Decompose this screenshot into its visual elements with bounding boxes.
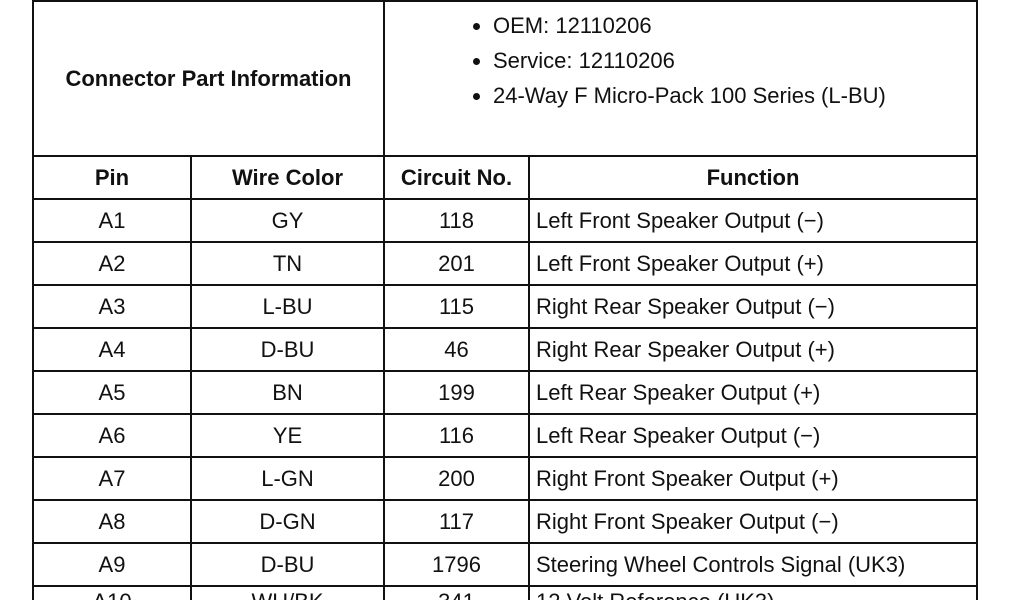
table-cell: 116: [438, 422, 475, 448]
table-cell-cell: YE: [190, 413, 385, 458]
table-cell: A10: [92, 589, 131, 600]
table-cell-cell: 116: [383, 413, 530, 458]
table-cell: D-GN: [259, 508, 316, 534]
table-cell: A1: [98, 207, 126, 233]
table-cell-cell: WH/BK: [190, 585, 385, 600]
table-cell-cell: L-BU: [190, 284, 385, 329]
table-cell-cell: Left Rear Speaker Output (−): [528, 413, 978, 458]
table-cell-cell: A5: [32, 370, 192, 415]
table-cell-cell: A9: [32, 542, 192, 587]
table-cell-cell: 46: [383, 327, 530, 372]
table-cell: L-GN: [261, 465, 314, 491]
column-header: Pin: [94, 164, 130, 190]
table-cell: 117: [438, 508, 475, 534]
table-cell: YE: [272, 422, 303, 448]
table-cell: Right Front Speaker Output (+): [536, 465, 839, 491]
table-cell-cell: A10: [32, 585, 192, 600]
table-cell: 46: [444, 336, 469, 362]
table-cell: 1796: [432, 551, 481, 577]
table-cell: Right Rear Speaker Output (+): [536, 336, 835, 362]
table-cell-cell: 117: [383, 499, 530, 544]
table-cell: GY: [271, 207, 304, 233]
header-item: OEM: 12110206: [493, 8, 886, 43]
table-cell: Right Front Speaker Output (−): [536, 508, 839, 534]
table-cell-cell: Left Rear Speaker Output (+): [528, 370, 978, 415]
table-cell-cell: D-BU: [190, 327, 385, 372]
table-cell: A6: [98, 422, 126, 448]
table-cell: 115: [438, 293, 475, 319]
table-cell-cell: 12 Volt Reference (UK3): [528, 585, 978, 600]
table-cell-cell: Right Rear Speaker Output (+): [528, 327, 978, 372]
table-cell-cell: Left Front Speaker Output (−): [528, 198, 978, 243]
table-cell-cell: TN: [190, 241, 385, 286]
column-header: Function: [706, 164, 800, 190]
column-header: Circuit No.: [400, 164, 513, 190]
table-cell-cell: L-GN: [190, 456, 385, 501]
table-cell-cell: 200: [383, 456, 530, 501]
table-cell: Steering Wheel Controls Signal (UK3): [536, 551, 906, 577]
table-cell: 12 Volt Reference (UK3): [536, 589, 774, 600]
table-cell: Left Front Speaker Output (−): [536, 207, 824, 233]
table-cell-cell: Steering Wheel Controls Signal (UK3): [528, 542, 978, 587]
table-cell: D-BU: [260, 551, 315, 577]
table-cell-cell: D-BU: [190, 542, 385, 587]
table-cell-cell: Left Front Speaker Output (+): [528, 241, 978, 286]
table-cell-cell: Right Rear Speaker Output (−): [528, 284, 978, 329]
table-cell-cell: 201: [383, 241, 530, 286]
table-cell: A4: [98, 336, 126, 362]
table-cell: 118: [438, 207, 475, 233]
table-cell: Left Front Speaker Output (+): [536, 250, 824, 276]
table-cell-cell: D-GN: [190, 499, 385, 544]
header-item: 24-Way F Micro-Pack 100 Series (L-BU): [493, 78, 886, 113]
table-cell: Right Rear Speaker Output (−): [536, 293, 835, 319]
table-cell-cell: Right Front Speaker Output (−): [528, 499, 978, 544]
table-cell-cell: Right Front Speaker Output (+): [528, 456, 978, 501]
table-cell-cell: 1796: [383, 542, 530, 587]
table-cell-cell: 115: [383, 284, 530, 329]
table-cell: WH/BK: [251, 589, 323, 600]
table-cell-cell: 199: [383, 370, 530, 415]
table-cell: A9: [98, 551, 126, 577]
table-cell-cell: A1: [32, 198, 192, 243]
table-cell-cell: A7: [32, 456, 192, 501]
table-cell: TN: [272, 250, 303, 276]
header-title: Connector Part Information: [65, 65, 352, 91]
table-cell: 199: [438, 379, 475, 405]
table-cell: Left Rear Speaker Output (+): [536, 379, 821, 405]
table-cell-cell: BN: [190, 370, 385, 415]
column-header-cell: Function: [528, 155, 978, 200]
column-header: Wire Color: [231, 164, 344, 190]
table-cell: A2: [98, 250, 126, 276]
table-cell: 200: [438, 465, 475, 491]
table-cell: 341: [438, 589, 475, 600]
table-cell-cell: A8: [32, 499, 192, 544]
table-cell-cell: 118: [383, 198, 530, 243]
table-cell: D-BU: [260, 336, 315, 362]
table-cell-cell: 341: [383, 585, 530, 600]
header-title-cell: Connector Part Information: [32, 0, 385, 157]
column-header-cell: Pin: [32, 155, 192, 200]
table-cell-cell: A3: [32, 284, 192, 329]
column-header-cell: Wire Color: [190, 155, 385, 200]
table-cell-cell: A4: [32, 327, 192, 372]
table-cell: Left Rear Speaker Output (−): [536, 422, 821, 448]
table-cell-cell: A6: [32, 413, 192, 458]
column-header-cell: Circuit No.: [383, 155, 530, 200]
table-cell-cell: GY: [190, 198, 385, 243]
table-cell: BN: [272, 379, 303, 405]
header-items: OEM: 12110206 Service: 12110206 24-Way F…: [385, 8, 886, 113]
table-cell: L-BU: [262, 293, 313, 319]
header-item: Service: 12110206: [493, 43, 886, 78]
table-cell: A8: [98, 508, 126, 534]
table-cell-cell: A2: [32, 241, 192, 286]
header-items-cell: OEM: 12110206 Service: 12110206 24-Way F…: [383, 0, 978, 157]
table-cell: A3: [98, 293, 126, 319]
table-cell: A5: [98, 379, 126, 405]
table-cell: 201: [438, 250, 475, 276]
table-cell: A7: [98, 465, 126, 491]
